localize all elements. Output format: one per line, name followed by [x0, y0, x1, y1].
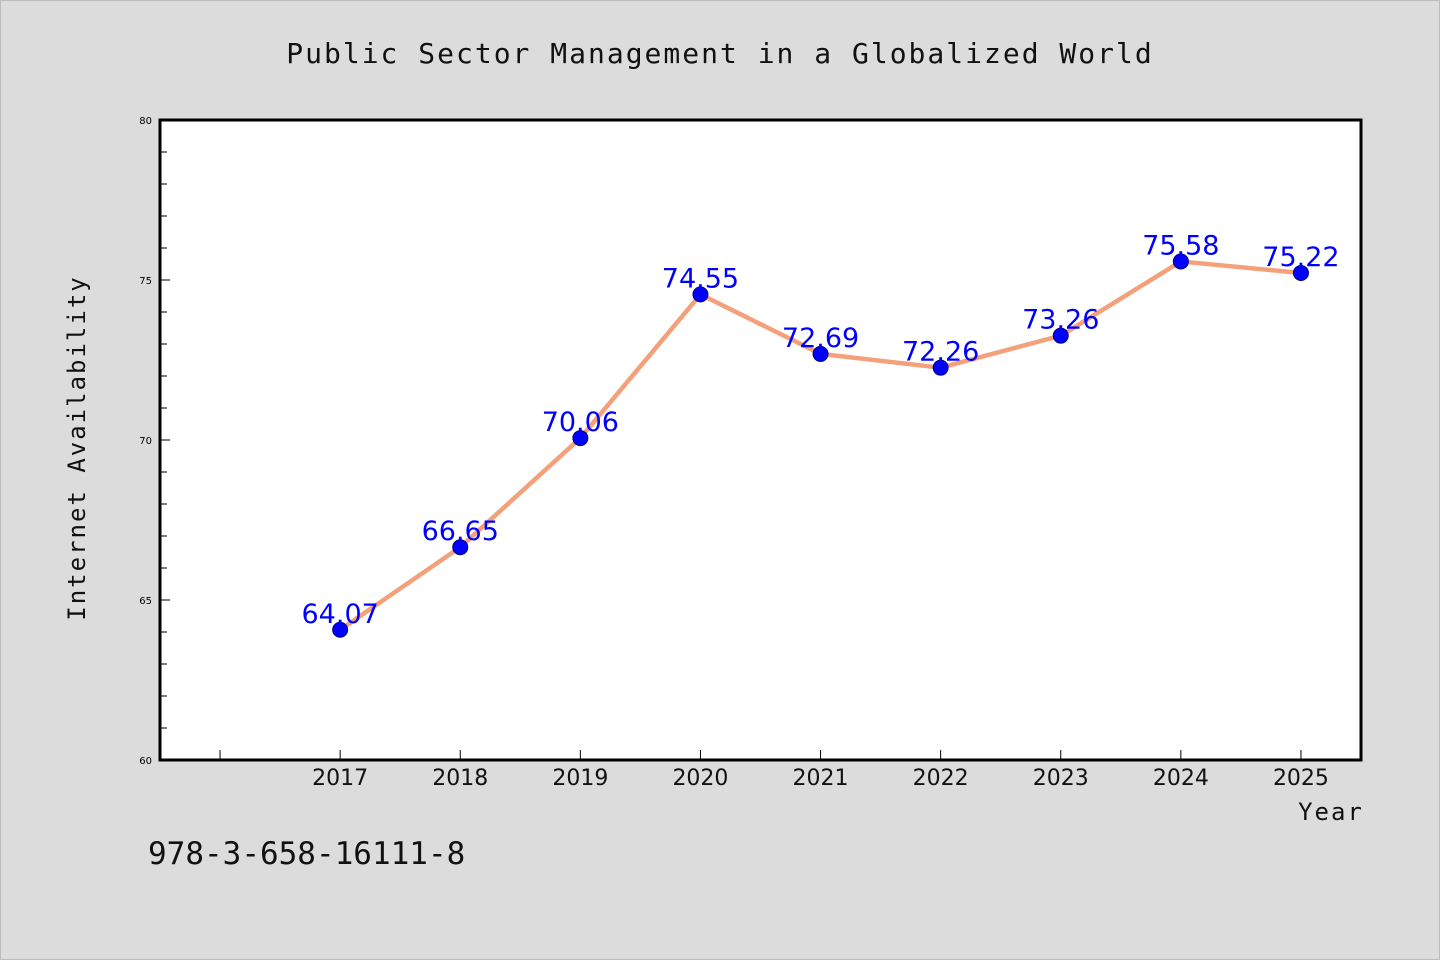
data-point	[1052, 327, 1069, 344]
data-label: 73.26	[1022, 305, 1099, 336]
data-point	[932, 359, 949, 376]
data-label: 64.07	[302, 599, 379, 630]
data-point	[812, 345, 829, 362]
y-tick-label: 80	[139, 116, 152, 127]
x-tick-label: 2017	[312, 766, 368, 791]
x-tick-label: 2024	[1153, 766, 1209, 791]
y-tick-label: 75	[139, 276, 152, 287]
data-label: 66.65	[422, 516, 499, 547]
data-labels: 64.07 66.65 70.06 74.55 72.69 72.26 73.26 75.58…	[302, 230, 1340, 629]
isbn-text: 978-3-658-16111-8	[148, 836, 465, 872]
y-tick-label: 65	[139, 596, 152, 607]
x-tick-label: 2021	[793, 766, 849, 791]
data-point	[1292, 264, 1309, 281]
data-label: 72.69	[782, 323, 859, 354]
data-point	[452, 539, 469, 556]
plot-area	[160, 120, 1361, 760]
y-tick-label: 60	[139, 756, 152, 767]
y-tick-label: 70	[139, 436, 152, 447]
chart-title: Public Sector Management in a Globalized…	[286, 37, 1153, 70]
data-point	[572, 430, 589, 447]
y-axis-label: Internet Availability	[63, 275, 91, 620]
x-axis-label: Year	[1298, 798, 1364, 826]
x-tick-label: 2019	[552, 766, 608, 791]
data-label: 75.22	[1262, 242, 1339, 273]
x-tick-label: 2025	[1273, 766, 1329, 791]
data-point	[1172, 253, 1189, 270]
x-tick-label: 2022	[913, 766, 969, 791]
data-label: 70.06	[542, 407, 619, 438]
data-point	[332, 621, 349, 638]
data-label: 75.58	[1142, 230, 1219, 261]
plot-border	[158, 118, 1363, 762]
data-label: 74.55	[662, 263, 739, 294]
x-axis: 2017 2018 2019 2020 2021 2022 2023 2024 2025	[219, 750, 1329, 791]
x-tick-label: 2020	[672, 766, 728, 791]
x-tick-label: 2023	[1033, 766, 1089, 791]
x-tick-label: 2018	[432, 766, 488, 791]
data-label: 72.26	[902, 337, 979, 368]
data-points	[332, 253, 1309, 638]
data-point	[692, 286, 709, 303]
